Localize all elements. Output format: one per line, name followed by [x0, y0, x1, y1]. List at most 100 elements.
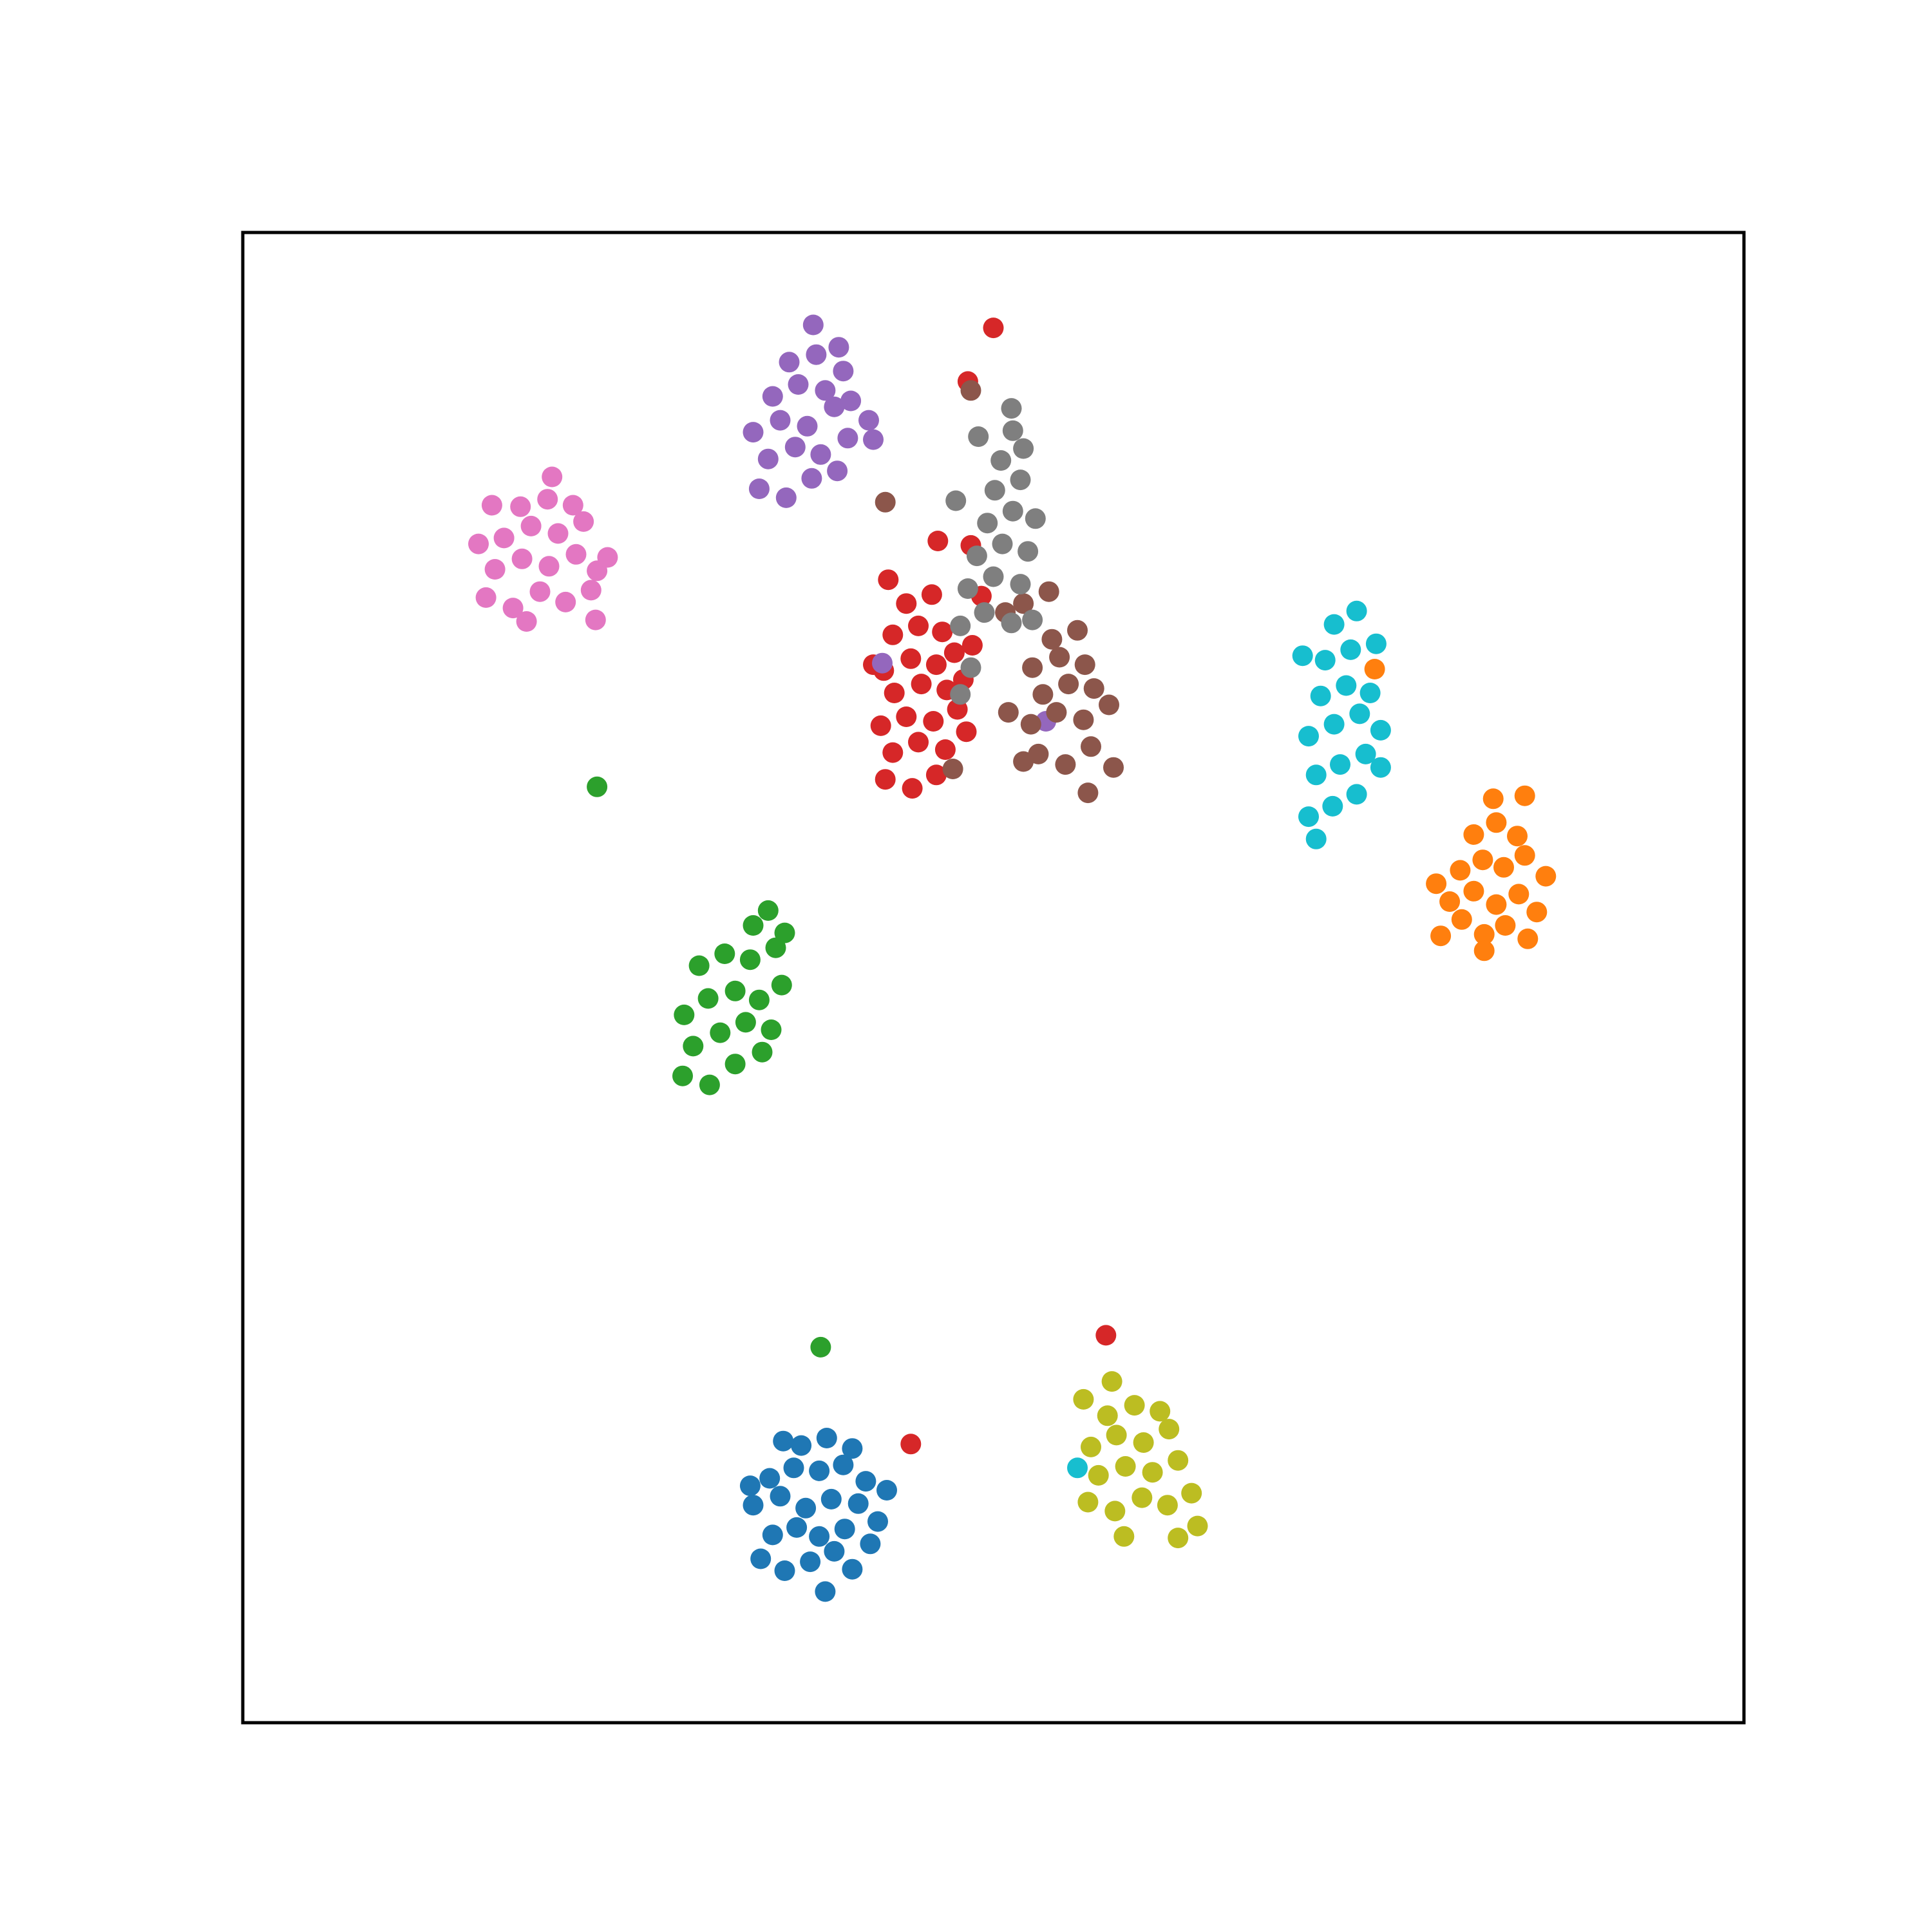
point-series-5-2 — [1081, 736, 1101, 757]
point-series-9-12 — [1359, 683, 1381, 703]
point-series-4-15 — [833, 361, 854, 382]
point-series-4-7 — [837, 428, 858, 449]
point-series-2-5 — [710, 1022, 731, 1043]
point-series-5-22 — [942, 759, 963, 779]
point-series-0-23 — [842, 1438, 863, 1459]
point-series-5-7 — [1032, 684, 1054, 705]
point-series-6-18 — [585, 609, 606, 630]
point-series-5-8 — [1058, 674, 1079, 695]
point-series-8-12 — [1159, 1419, 1180, 1440]
point-series-0-6 — [786, 1517, 808, 1538]
point-series-6-7 — [538, 556, 560, 577]
point-series-3-8 — [923, 711, 944, 732]
point-series-4-4 — [757, 448, 779, 469]
point-series-5-17 — [998, 702, 1019, 723]
point-series-8-8 — [1168, 1450, 1189, 1471]
point-series-6-10 — [493, 527, 515, 549]
point-series-9-17 — [1346, 600, 1367, 621]
point-series-0-24 — [773, 1430, 794, 1452]
point-series-0-26 — [876, 1480, 897, 1501]
point-series-7-4 — [983, 566, 1004, 587]
point-series-0-21 — [791, 1435, 812, 1456]
point-series-1-21 — [1514, 785, 1535, 806]
point-series-0-7 — [809, 1526, 830, 1547]
point-series-7-20 — [960, 657, 981, 678]
point-series-1-13 — [1514, 845, 1535, 866]
point-series-5-1 — [1055, 754, 1076, 775]
point-series-2-16 — [765, 937, 786, 958]
point-series-9-20 — [1305, 828, 1327, 849]
point-series-1-11 — [1472, 849, 1493, 871]
point-series-7-12 — [984, 480, 1005, 501]
point-series-3-4 — [908, 732, 929, 753]
point-series-6-15 — [537, 489, 558, 510]
point-series-9-21 — [1067, 1457, 1088, 1479]
point-series-5-10 — [1022, 657, 1043, 678]
point-series-8-17 — [1101, 1371, 1122, 1392]
point-series-0-8 — [834, 1519, 855, 1540]
point-series-3-14 — [900, 648, 922, 669]
point-series-9-19 — [1370, 757, 1391, 778]
point-series-7-19 — [1022, 609, 1043, 630]
point-series-7-17 — [968, 426, 989, 447]
point-series-3-33 — [900, 1434, 922, 1455]
point-series-2-4 — [683, 1036, 704, 1057]
point-series-6-6 — [511, 548, 533, 569]
point-series-0-18 — [809, 1460, 830, 1481]
point-series-4-10 — [797, 415, 818, 437]
point-series-4-8 — [743, 422, 764, 443]
point-series-2-15 — [739, 949, 761, 971]
point-series-5-5 — [1073, 709, 1094, 730]
point-series-0-13 — [820, 1488, 842, 1510]
point-series-4-20 — [840, 390, 862, 412]
point-series-9-6 — [1298, 726, 1319, 747]
point-series-2-14 — [714, 943, 735, 964]
point-series-4-21 — [863, 429, 884, 450]
point-series-9-4 — [1330, 754, 1350, 775]
point-series-7-8 — [1018, 541, 1039, 562]
point-series-5-16 — [1038, 581, 1059, 602]
point-series-2-20 — [587, 776, 608, 797]
point-series-4-9 — [770, 410, 791, 431]
point-series-3-32 — [1095, 1325, 1117, 1346]
point-series-1-15 — [1486, 812, 1507, 833]
point-series-6-21 — [516, 611, 537, 632]
point-series-5-23 — [875, 491, 896, 513]
point-series-6-22 — [481, 495, 502, 516]
point-series-2-8 — [674, 1004, 695, 1025]
point-series-8-7 — [1142, 1462, 1163, 1483]
point-series-5-6 — [1099, 694, 1119, 715]
point-series-1-5 — [1439, 891, 1461, 912]
point-series-6-0 — [475, 587, 497, 608]
point-series-6-1 — [502, 598, 524, 619]
point-series-7-9 — [977, 513, 998, 534]
point-series-1-8 — [1508, 884, 1530, 905]
point-series-5-18 — [1013, 751, 1034, 772]
point-series-9-15 — [1365, 633, 1387, 654]
point-series-0-2 — [800, 1551, 821, 1573]
point-series-3-20 — [896, 593, 917, 614]
point-series-5-9 — [1083, 678, 1104, 699]
point-series-6-8 — [565, 544, 587, 565]
point-series-4-5 — [784, 437, 806, 458]
point-series-2-19 — [774, 922, 795, 943]
point-series-4-0 — [748, 478, 770, 499]
point-series-3-7 — [896, 706, 917, 727]
point-series-1-9 — [1526, 902, 1548, 923]
point-series-5-11 — [1049, 647, 1070, 668]
point-series-1-4 — [1517, 928, 1539, 949]
point-series-1-20 — [1473, 940, 1495, 961]
point-series-8-9 — [1081, 1436, 1101, 1457]
plot-area-frame — [241, 231, 1746, 1725]
point-series-1-14 — [1463, 824, 1484, 845]
point-series-6-3 — [555, 591, 576, 612]
point-series-2-13 — [688, 955, 710, 976]
point-series-9-7 — [1323, 714, 1345, 735]
point-series-4-3 — [827, 460, 848, 482]
point-series-5-13 — [1041, 629, 1063, 650]
point-series-7-15 — [1013, 438, 1034, 459]
point-series-3-19 — [932, 621, 953, 643]
point-series-3-5 — [934, 739, 956, 760]
point-series-8-20 — [1187, 1515, 1208, 1537]
